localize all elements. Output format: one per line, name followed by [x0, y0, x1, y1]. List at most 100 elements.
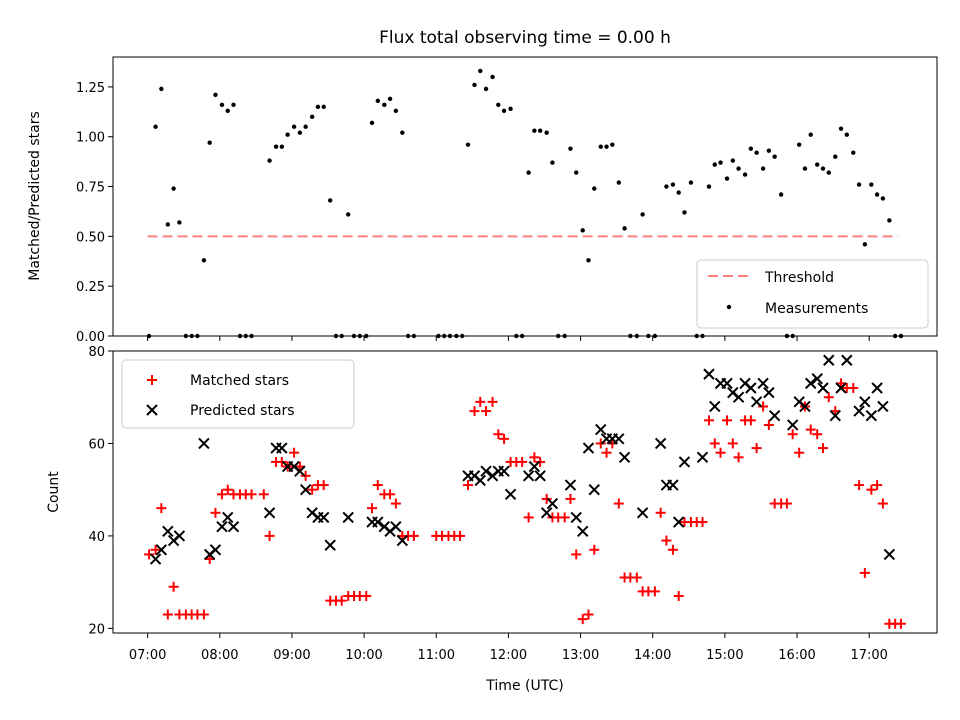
top-y-axis-label: Matched/Predicted stars	[27, 111, 43, 281]
measurement-point	[213, 92, 218, 98]
predicted-star-point	[173, 530, 186, 542]
x-tick-label: 09:00	[273, 648, 310, 663]
matched-star-point	[318, 480, 329, 491]
predicted-star-point	[504, 488, 517, 501]
legend-measurements-label: Measurements	[765, 301, 868, 317]
matched-star-point	[307, 484, 318, 495]
measurement-point	[321, 104, 326, 110]
measurement-point	[851, 150, 856, 155]
bottom-legend: Matched stars Predicted stars	[121, 359, 355, 429]
legend-measurements-swatch	[726, 304, 732, 310]
matched-star-point	[481, 406, 492, 417]
matched-star-point	[751, 443, 762, 454]
bottom-axes-frame	[112, 350, 938, 634]
matched-star-point	[859, 567, 870, 578]
measurement-point	[796, 142, 802, 147]
top-y-tick-label: 1.00	[76, 131, 105, 146]
chart-title: Flux total observing time = 0.00 h	[379, 28, 671, 48]
measurement-point	[346, 212, 351, 217]
predicted-star-point	[546, 497, 559, 510]
matched-star-point	[817, 443, 828, 454]
measurement-point	[501, 108, 507, 114]
x-axis-label: Time (UTC)	[485, 678, 563, 694]
top-y-tick-label: 1.25	[76, 81, 105, 96]
matched-star-point	[805, 424, 816, 435]
measurement-point	[393, 108, 399, 114]
matched-star-point	[336, 595, 347, 606]
top-y-tick-label: 0.00	[76, 330, 105, 345]
measurement-point	[778, 192, 784, 197]
matched-stars-points	[144, 378, 906, 629]
predicted-star-point	[390, 520, 402, 533]
predicted-star-point	[342, 511, 354, 524]
predicted-star-point	[216, 520, 228, 533]
predicted-star-point	[757, 377, 769, 390]
predicted-star-point	[618, 451, 631, 464]
predicted-star-point	[696, 451, 709, 464]
matched-star-point	[493, 429, 504, 440]
matched-star-point	[198, 609, 209, 620]
x-tick-label: 14:00	[634, 648, 671, 663]
measurement-point	[369, 120, 375, 125]
top-y-ticks: 0.00 0.25 0.50 0.75 1.00 1.25	[76, 81, 113, 345]
matched-star-point	[210, 507, 221, 518]
measurement-point	[598, 144, 603, 149]
measurement-point	[826, 170, 831, 175]
predicted-star-point	[498, 465, 510, 477]
matched-star-point	[823, 392, 834, 403]
matched-star-point	[144, 549, 155, 560]
x-tick-label: 07:00	[129, 648, 166, 663]
bottom-axes: 20 40 60 80 07:00 08:00 09:00 10:00 11:00 12:00 1…	[46, 345, 938, 694]
matched-star-point	[487, 396, 498, 407]
predicted-star-point	[853, 405, 865, 417]
matched-star-point	[733, 452, 744, 463]
x-tick-label: 12:00	[490, 648, 527, 663]
measurement-point	[580, 228, 585, 233]
measurement-point	[472, 82, 477, 88]
matched-star-point	[469, 406, 480, 417]
matched-star-point	[258, 489, 269, 500]
legend-threshold-label: Threshold	[764, 270, 834, 286]
measurement-point	[225, 108, 230, 114]
measurement-point	[718, 160, 723, 165]
measurement-point	[309, 114, 315, 119]
matched-star-point	[150, 544, 161, 555]
measurement-point	[153, 124, 158, 129]
predicted-star-point	[811, 373, 823, 385]
measurement-point	[736, 166, 741, 171]
top-y-tick-label: 0.75	[76, 181, 105, 196]
measurement-point	[604, 144, 609, 149]
predicted-star-point	[823, 354, 835, 366]
matched-star-point	[787, 429, 798, 440]
matched-star-point	[745, 415, 756, 426]
measurement-point	[592, 186, 597, 191]
matched-star-point	[541, 493, 552, 504]
measurement-point	[508, 106, 513, 112]
top-legend-box	[696, 259, 929, 329]
x-tick-label: 11:00	[418, 648, 455, 663]
top-axes-frame	[112, 56, 938, 337]
matched-star-point	[872, 480, 883, 491]
legend-matched-label: Matched stars	[190, 373, 289, 389]
measurement-point	[285, 132, 290, 137]
matched-star-point	[667, 544, 678, 555]
top-legend: Threshold Measurements	[696, 259, 929, 329]
predicted-star-point	[636, 507, 649, 519]
predicted-star-point	[582, 442, 595, 454]
matched-star-point	[854, 480, 865, 491]
measurement-point	[315, 104, 321, 110]
matched-star-point	[571, 549, 582, 560]
matched-star-point	[455, 530, 466, 541]
matched-star-point	[715, 447, 726, 458]
matched-star-point	[631, 572, 642, 583]
measurement-point	[682, 210, 687, 215]
predicted-star-point	[317, 511, 330, 524]
predicted-star-point	[149, 553, 162, 565]
matched-star-point	[535, 456, 546, 467]
matched-star-point	[168, 581, 179, 592]
measurement-point	[231, 102, 236, 108]
measurement-point	[382, 102, 387, 108]
measurement-point	[640, 212, 645, 217]
predicted-star-point	[654, 437, 667, 450]
x-tick-label: 15:00	[706, 648, 743, 663]
